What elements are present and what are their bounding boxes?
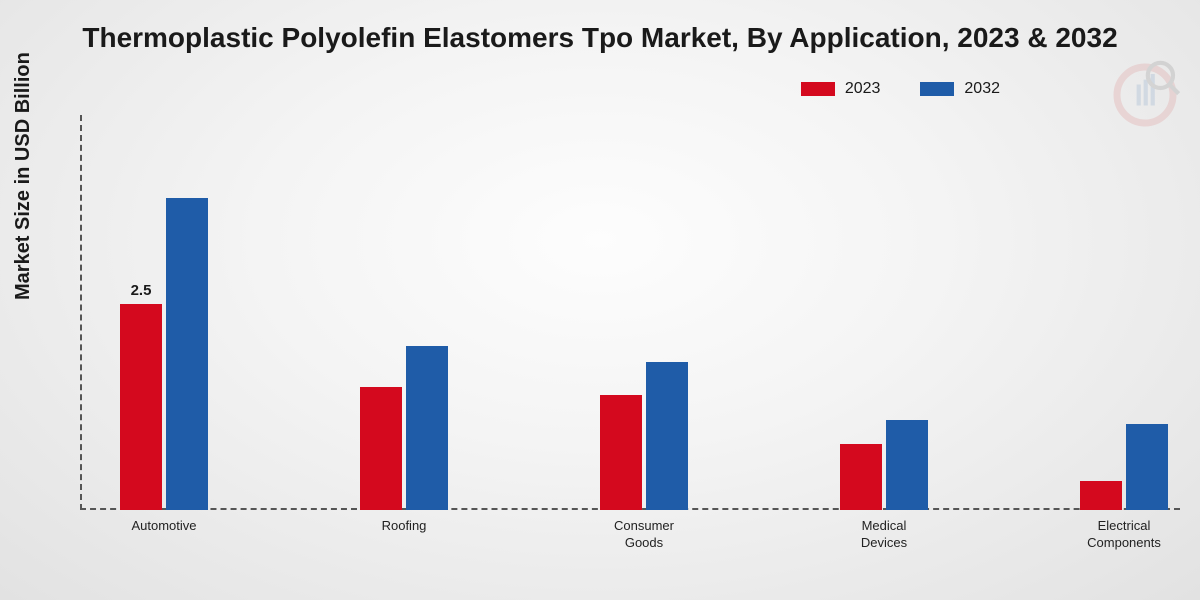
y-axis-label: Market Size in USD Billion: [12, 52, 35, 300]
bar-value-label: 2.5: [131, 282, 152, 299]
y-axis-line: [80, 115, 82, 510]
bar-2023: [1080, 481, 1122, 510]
legend-label-2032: 2032: [964, 80, 1000, 98]
category-label: ConsumerGoods: [584, 518, 704, 552]
legend-item-2032: 2032: [920, 80, 1000, 98]
category-label: Roofing: [344, 518, 464, 535]
legend-swatch-2032: [920, 82, 954, 96]
bar-2032: [1126, 424, 1168, 510]
legend-item-2023: 2023: [801, 80, 881, 98]
category-label: Automotive: [104, 518, 224, 535]
bar-2023: 2.5: [120, 304, 162, 510]
bar-group: 2.5Automotive: [120, 198, 208, 510]
legend: 2023 2032: [801, 80, 1000, 98]
watermark-logo: [1110, 60, 1180, 130]
bar-group: MedicalDevices: [840, 420, 928, 510]
category-label: ElectricalComponents: [1064, 518, 1184, 552]
bar-2032: [406, 346, 448, 510]
bar-2032: [166, 198, 208, 510]
bar-2032: [886, 420, 928, 510]
legend-swatch-2023: [801, 82, 835, 96]
bar-2023: [840, 444, 882, 510]
bar-group: ConsumerGoods: [600, 362, 688, 510]
bar-group: ElectricalComponents: [1080, 424, 1168, 510]
bar-2032: [646, 362, 688, 510]
chart-title: Thermoplastic Polyolefin Elastomers Tpo …: [0, 22, 1200, 54]
bar-group: Roofing: [360, 346, 448, 510]
category-label: MedicalDevices: [824, 518, 944, 552]
bar-2023: [360, 387, 402, 510]
legend-label-2023: 2023: [845, 80, 881, 98]
plot-area: 2.5Automotive Roofing ConsumerGoods Medical…: [80, 140, 1180, 510]
bar-2023: [600, 395, 642, 510]
